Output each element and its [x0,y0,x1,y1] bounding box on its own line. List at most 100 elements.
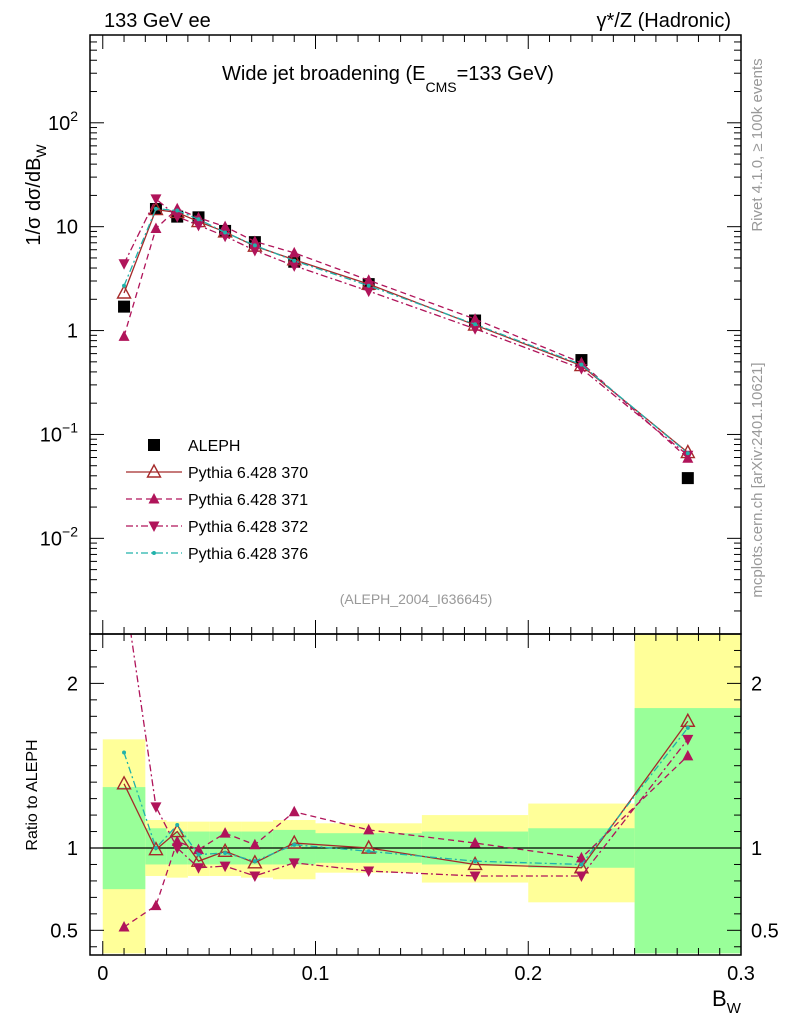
main-point-p371-7 [363,274,375,285]
x-tick-label-2: 0.2 [514,963,542,985]
ratio-point-p372-4 [219,861,231,873]
legend-marker-p376 [152,551,156,555]
main-point-p376-1 [153,206,158,211]
ratio-point-p372-5 [249,871,261,882]
ratio-point-p371-10 [682,749,694,761]
header-left-label: 133 GeV ee [104,10,211,32]
x-axis-label: BW [712,986,742,1017]
main-point-p371-0 [118,330,130,341]
ratio-point-p376-5 [252,859,257,864]
main-point-p371-2 [171,202,183,214]
main-point-p376-5 [252,243,257,248]
ratio-ytick-label-left-0: 0.5 [50,920,78,942]
ratio-point-p370-1 [148,841,164,856]
chart-title-sub: CMS [425,79,456,95]
ratio-point-p370-4 [217,842,233,857]
main-point-p376-7 [366,283,371,288]
legend-label-p371: Pythia 6.428 371 [188,492,308,509]
ratio-point-p372-8 [469,871,481,882]
ratio-series-clipped [116,634,696,932]
ratio-point-p376-6 [292,842,297,847]
main-ytick-label-exp-0: 2 [70,108,78,124]
ratio-y-axis-label: Ratio to ALEPH [24,739,41,850]
legend-label-p372: Pythia 6.428 372 [188,519,308,536]
main-point-p376-10 [685,451,690,456]
main-point-p372-7 [363,286,375,298]
main-frame [89,34,742,635]
main-point-p372-1 [150,194,162,205]
header-right-label: γ*/Z (Hadronic) [597,10,731,32]
main-point-p371-8 [469,313,481,324]
main-y-axis-label-sub: W [33,144,49,158]
main-ytick-label-base-2: 1 [67,321,78,343]
ratio-series-layer [116,634,696,932]
ratio-ytick-label-right-0: 0.5 [751,920,779,942]
x-axis-label-text: B [712,986,727,1011]
ratio-point-p376-8 [473,859,478,864]
main-point-p372-2 [171,212,183,223]
main-point-p372-0 [118,259,130,270]
ratio-point-p376-9 [579,862,584,867]
ratio-point-p371-6 [288,805,300,817]
ratio-point-p371-1 [150,899,162,911]
main-point-data-10 [681,472,694,485]
ratio-point-p372-1 [150,802,162,813]
ratio-point-p376-4 [223,850,228,855]
main-point-data-0 [118,300,131,313]
main-point-p371-5 [249,235,261,247]
main-point-p371-3 [193,211,204,223]
legend-label-data: ALEPH [188,438,240,455]
main-point-p376-8 [473,322,478,327]
ratio-point-p370-8 [467,855,483,871]
legend-marker-p371 [148,493,160,504]
ratio-point-p376-1 [153,846,158,850]
legend-marker-p372 [148,521,160,532]
ratio-point-p371-7 [363,823,375,835]
main-series-layer [116,194,696,485]
main-ytick-label-0: 102 [48,108,78,135]
legend-label-p370: Pythia 6.428 370 [188,465,308,482]
main-point-p376-9 [579,362,584,367]
ratio-point-p376-7 [366,849,371,854]
ratio-point-p376-0 [122,750,127,755]
legend-marker-p370 [146,463,162,478]
ratio-point-p371-4 [219,827,231,838]
main-ytick-label-base-1: 10 [56,217,78,239]
ratio-ytick-label-left-1: 1 [67,838,78,860]
main-point-p372-5 [249,245,261,257]
ratio-point-p370-5 [247,854,263,869]
ratio-point-p371-3 [193,843,204,855]
main-line-p371 [123,207,689,459]
main-ytick-label-3: 10−1 [40,419,78,446]
main-line-p376 [123,207,689,454]
chart-title-main: Wide jet broadening (E [222,63,425,85]
main-ytick-label-exp-4: −2 [62,523,78,539]
ratio-point-p376-3 [196,852,201,857]
rivet-version-label: Rivet 4.1.0, ≥ 100k events [749,58,766,231]
ratio-ytick-label-right-2: 2 [751,673,762,695]
ratio-point-p372-7 [363,866,375,878]
legend: ALEPH Pythia 6.428 370 Pythia 6.428 371 Pyt… [126,438,308,563]
ratio-point-p371-0 [118,921,130,932]
ratio-point-p371-2 [171,835,183,846]
main-point-p371-1 [150,222,162,234]
main-ytick-label-4: 10−2 [40,523,78,550]
mcplots-label: mcplots.cern.ch [arXiv:2401.10621] [749,362,766,597]
main-point-p376-6 [292,258,297,263]
ratio-point-p372-2 [171,843,183,854]
ratio-ytick-label-right-1: 1 [751,838,762,860]
ratio-frame [89,633,742,956]
analysis-tag: (ALEPH_2004_I636645) [340,591,493,607]
ratio-point-p370-0 [116,775,132,790]
ratio-ytick-label-left-2: 2 [67,673,78,695]
legend-label-p376: Pythia 6.428 376 [188,546,308,563]
ratio-point-p371-9 [575,851,587,863]
main-ytick-label-1: 10 [56,217,78,239]
chart-title: Wide jet broadening (ECMS=133 GeV) [222,63,554,95]
ratio-point-p371-8 [469,837,481,848]
main-ytick-label-2: 1 [67,321,78,343]
x-tick-label-1: 0.1 [302,963,330,985]
main-ytick-label-exp-3: −1 [62,419,78,435]
main-line-p372 [123,197,689,456]
